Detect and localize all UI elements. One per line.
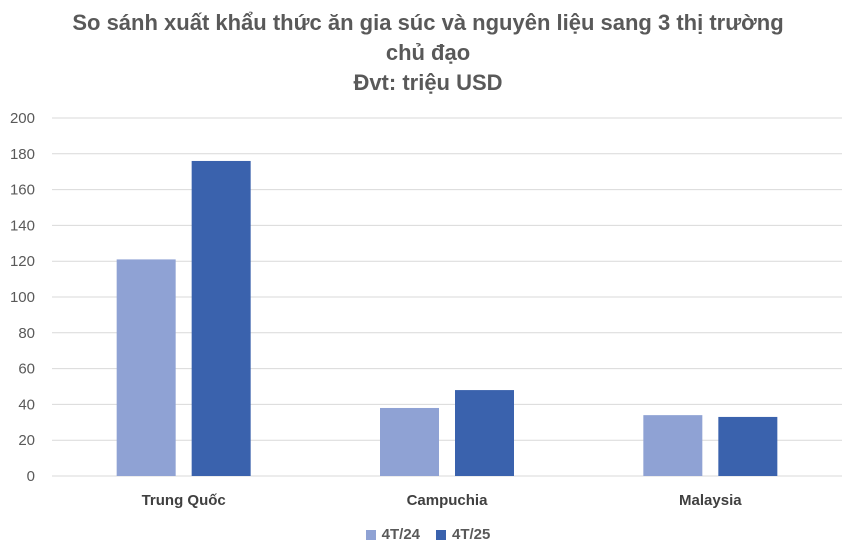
title-line-3: Đvt: triệu USD	[353, 70, 503, 95]
bar-4T24-1	[380, 407, 439, 476]
x-category-label-2: Malaysia	[679, 492, 742, 509]
legend-swatch-4t25	[436, 529, 446, 540]
bar-4T25-2	[718, 416, 778, 476]
y-tick-label-200: 200	[10, 110, 35, 127]
legend-label-4t24: 4T/24	[381, 526, 420, 543]
y-tick-label-0: 0	[27, 468, 35, 485]
y-tick-label-100: 100	[10, 289, 35, 306]
title-line-1: So sánh xuất khẩu thức ăn gia súc và ngu…	[72, 10, 784, 35]
y-tick-label-160: 160	[10, 182, 35, 199]
x-axis-labels: Trung Quốc Campuchia Malaysia	[142, 492, 743, 509]
legend-item-4t24: 4T/24	[365, 526, 420, 543]
x-category-label-1: Campuchia	[407, 492, 489, 509]
x-category-label-0: Trung Quốc	[142, 492, 226, 509]
bar-4T24-0	[116, 259, 176, 476]
legend-label-4t25: 4T/25	[452, 526, 491, 543]
legend-swatch-4t24	[365, 529, 376, 540]
bars	[116, 160, 778, 476]
bar-4T25-1	[455, 390, 514, 476]
gridlines	[52, 117, 842, 477]
bar-4T24-2	[643, 415, 703, 476]
y-tick-label-180: 180	[10, 146, 35, 163]
chart-title: So sánh xuất khẩu thức ăn gia súc và ngu…	[0, 8, 856, 98]
legend: 4T/24 4T/25	[0, 526, 856, 543]
bar-4T25-0	[191, 160, 251, 476]
title-line-2: chủ đạo	[385, 40, 471, 65]
legend-item-4t25: 4T/25	[436, 526, 490, 543]
y-tick-label-20: 20	[18, 432, 35, 449]
y-tick-label-120: 120	[10, 253, 35, 270]
y-tick-label-80: 80	[18, 325, 35, 342]
y-tick-label-140: 140	[10, 217, 35, 234]
y-tick-label-40: 40	[18, 396, 35, 413]
y-axis-labels: 0 20 40 60 80 100 120 140 160 180 200	[10, 110, 35, 485]
y-tick-label-60: 60	[18, 361, 35, 378]
